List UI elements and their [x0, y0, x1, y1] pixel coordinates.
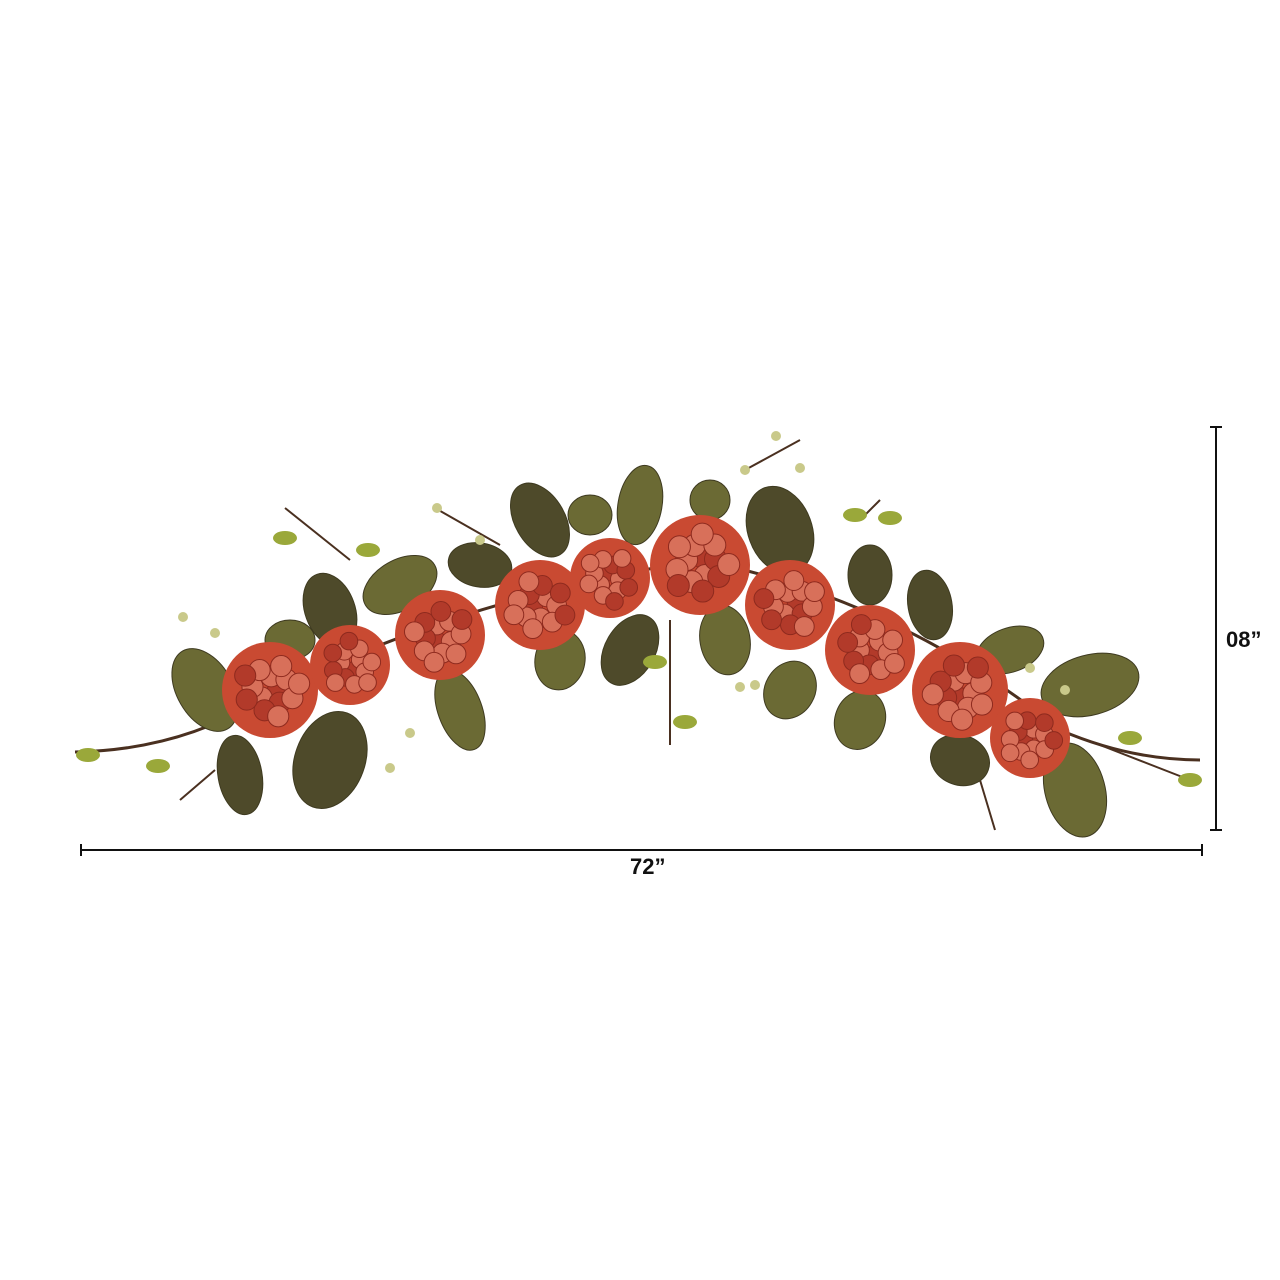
berry: [432, 503, 442, 513]
small-leaf: [356, 543, 380, 557]
small-leaf: [843, 508, 867, 522]
twig: [979, 779, 996, 831]
berry: [178, 612, 188, 622]
floret: [580, 553, 600, 573]
leaf: [763, 660, 817, 720]
floret: [612, 549, 632, 568]
floret: [666, 574, 690, 598]
berry: [771, 431, 781, 441]
height-dimension-line: [1210, 426, 1222, 831]
berry: [735, 682, 745, 692]
berry: [210, 628, 220, 638]
small-leaf: [1118, 731, 1142, 745]
width-label: 72”: [630, 854, 666, 879]
floret: [804, 581, 825, 603]
floret: [717, 553, 741, 577]
leaf: [1040, 652, 1140, 718]
floret: [518, 571, 540, 593]
leaf: [216, 734, 264, 816]
floret: [921, 683, 944, 706]
floret: [270, 655, 293, 678]
floret: [362, 652, 382, 672]
small-leaf: [273, 531, 297, 545]
floret: [288, 672, 311, 695]
floret: [619, 578, 639, 597]
floret: [667, 535, 691, 559]
floret: [235, 688, 258, 711]
floret: [1020, 750, 1040, 770]
floret: [358, 673, 377, 692]
berry: [740, 465, 750, 475]
leaf: [510, 482, 570, 558]
floret: [942, 654, 965, 677]
berry: [795, 463, 805, 473]
floret: [837, 632, 859, 653]
floret: [753, 588, 775, 609]
floret: [605, 592, 624, 611]
floret: [325, 673, 345, 692]
floret: [849, 663, 871, 685]
floret: [882, 629, 904, 651]
small-leaf: [146, 759, 170, 773]
small-leaf: [673, 715, 697, 729]
berry: [405, 728, 415, 738]
berry: [1025, 663, 1035, 673]
floret: [1044, 731, 1064, 750]
leaf: [567, 494, 613, 536]
floret: [761, 609, 782, 631]
twig: [434, 507, 501, 546]
floret: [430, 601, 452, 622]
floret: [522, 618, 544, 640]
floret: [234, 664, 257, 687]
leaf: [616, 464, 664, 546]
small-leaf: [643, 655, 667, 669]
twig: [744, 439, 801, 471]
floret: [1000, 743, 1020, 763]
floret: [451, 609, 473, 630]
floret: [884, 652, 905, 674]
berry: [475, 535, 485, 545]
floret: [966, 656, 989, 679]
floret: [549, 582, 571, 604]
height-label: 08”: [1226, 627, 1262, 652]
floret: [445, 643, 467, 665]
width-dimension-line: [80, 844, 1203, 856]
floret: [554, 604, 576, 626]
floret: [690, 522, 714, 546]
berry: [750, 680, 760, 690]
floret: [423, 651, 445, 673]
floret: [691, 579, 715, 603]
twig: [284, 507, 351, 561]
floret: [793, 616, 815, 637]
berry: [385, 763, 395, 773]
leaf: [906, 569, 954, 641]
floret: [339, 631, 359, 651]
floret: [267, 705, 290, 728]
floret: [1035, 713, 1054, 733]
floret: [850, 614, 872, 635]
small-leaf: [1178, 773, 1202, 787]
floret: [783, 570, 805, 591]
floret: [579, 574, 599, 594]
floret: [951, 708, 974, 731]
floret: [403, 621, 425, 643]
floret: [1005, 711, 1025, 731]
floret: [323, 643, 343, 663]
twig: [179, 769, 216, 801]
berry: [1060, 685, 1070, 695]
leaf: [292, 711, 368, 809]
small-leaf: [878, 511, 902, 525]
twig: [1099, 744, 1191, 781]
floret: [503, 604, 525, 626]
small-leaf: [76, 748, 100, 762]
floret: [970, 693, 994, 716]
